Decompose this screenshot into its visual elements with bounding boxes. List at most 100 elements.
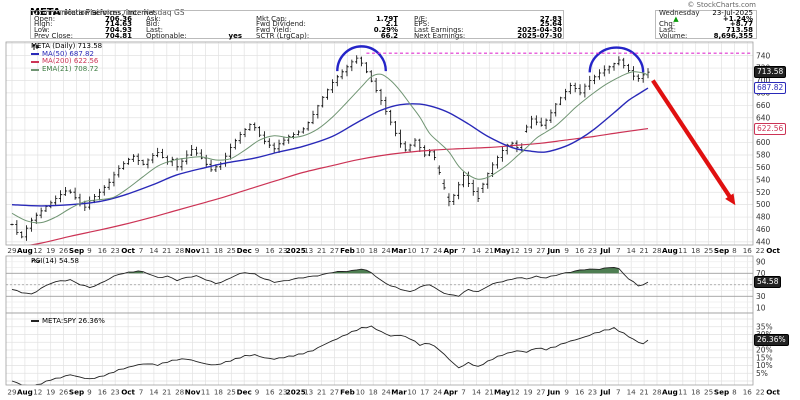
svg-text:540: 540 (756, 175, 771, 184)
rsi-label-text: RSI(14) 54.58 (31, 257, 80, 265)
svg-text:500: 500 (756, 200, 771, 209)
svg-text:10: 10 (356, 388, 366, 397)
svg-text:16: 16 (575, 388, 585, 397)
svg-text:19: 19 (523, 246, 533, 255)
last-earnings-value: 2025-04-30 (517, 26, 562, 35)
ratio-swatch (31, 320, 39, 322)
svg-text:700: 700 (756, 76, 771, 85)
svg-text:27: 27 (330, 388, 339, 397)
svg-text:16: 16 (743, 388, 753, 397)
ma50-line (11, 87, 649, 207)
legend-ema21: EMA(21) 708.72 (42, 64, 99, 73)
svg-text:11: 11 (678, 388, 687, 397)
sector-industry: Communication Services / Internet (34, 9, 156, 17)
svg-text:16: 16 (98, 388, 108, 397)
svg-text:560: 560 (756, 163, 771, 172)
svg-text:580: 580 (756, 151, 771, 160)
svg-text:16: 16 (265, 388, 275, 397)
chart-title: META Meta Platforms, Inc. Nasdaq GS (30, 0, 185, 18)
svg-text:Nov: Nov (185, 246, 201, 255)
svg-text:16: 16 (743, 246, 753, 255)
svg-text:27: 27 (536, 388, 545, 397)
svg-text:5%: 5% (756, 369, 768, 378)
svg-text:21: 21 (317, 246, 326, 255)
rsi-indicator-icon (31, 259, 41, 263)
svg-text:Jun: Jun (546, 246, 560, 255)
low-value: 704.93 (104, 26, 132, 35)
svg-text:14: 14 (149, 388, 159, 397)
chg-label: Chg: (659, 20, 676, 29)
legend-symbol: META (Daily) 713.58 (31, 42, 103, 50)
svg-text:28: 28 (175, 246, 185, 255)
svg-text:11: 11 (678, 246, 687, 255)
fwd-dividend-label: Fwd Dividend: (256, 20, 306, 29)
daily-change-box: Wednesday 23-Jul-2025 ▲ +1.24% Chg: +8.77 L… (655, 10, 757, 39)
svg-text:Oct: Oct (766, 388, 780, 397)
svg-text:16: 16 (265, 246, 275, 255)
high-label: High: (34, 20, 53, 29)
svg-text:26: 26 (59, 388, 69, 397)
svg-text:12: 12 (33, 388, 42, 397)
svg-text:Aug: Aug (17, 388, 33, 397)
svg-text:Sep: Sep (69, 246, 84, 255)
svg-text:Dec: Dec (237, 246, 252, 255)
svg-text:7: 7 (461, 388, 466, 397)
svg-text:13: 13 (304, 246, 313, 255)
ma200-swatch (31, 60, 39, 63)
svg-text:660: 660 (756, 101, 771, 110)
svg-text:Apr: Apr (443, 388, 458, 397)
price-panel (10, 55, 650, 245)
svg-text:460: 460 (756, 225, 771, 234)
grid-layer (6, 42, 753, 385)
svg-text:Apr: Apr (443, 246, 458, 255)
svg-text:2025: 2025 (286, 246, 306, 255)
svg-text:35%: 35% (756, 322, 773, 331)
ratio-panel-label: META:SPY 26.36% (31, 317, 105, 325)
ask-label: Ask: (146, 14, 161, 23)
svg-text:25: 25 (227, 388, 236, 397)
svg-text:23: 23 (278, 246, 287, 255)
svg-text:19: 19 (523, 388, 533, 397)
ma50-axis-box: 687.82 (754, 82, 787, 94)
svg-text:22: 22 (756, 246, 765, 255)
svg-text:16: 16 (575, 246, 585, 255)
next-earnings-label: Next Earnings: (414, 31, 466, 40)
svg-text:21: 21 (162, 246, 171, 255)
svg-text:17: 17 (420, 388, 429, 397)
main-chart-legend: META (Daily) 713.58 MA(50) 687.82 MA(200… (31, 42, 103, 73)
svg-text:Oct: Oct (121, 246, 135, 255)
svg-text:10: 10 (756, 303, 766, 312)
rsi-line (11, 267, 649, 297)
svg-text:740: 740 (756, 51, 771, 60)
ma50-swatch (31, 53, 39, 56)
panel-borders (5, 41, 754, 386)
projection-arrow-head (725, 193, 736, 206)
ticker-symbol: META (30, 7, 61, 18)
svg-text:18: 18 (691, 388, 701, 397)
svg-text:10%: 10% (756, 361, 773, 370)
svg-text:16: 16 (98, 246, 108, 255)
svg-text:9: 9 (564, 388, 569, 397)
svg-text:Oct: Oct (121, 388, 135, 397)
svg-text:Jun: Jun (546, 388, 560, 397)
svg-text:27: 27 (536, 246, 545, 255)
svg-text:Aug: Aug (662, 388, 678, 397)
svg-text:Aug: Aug (17, 246, 33, 255)
svg-text:11: 11 (201, 246, 210, 255)
svg-text:25: 25 (704, 246, 713, 255)
svg-text:26: 26 (59, 246, 69, 255)
svg-text:18: 18 (369, 246, 379, 255)
last-price-label: Last: (659, 26, 676, 35)
open-value: 706.36 (104, 14, 132, 23)
rsi-panel (6, 267, 753, 297)
svg-text:600: 600 (756, 138, 771, 147)
copyright-note: © StockCharts.com (687, 1, 756, 9)
svg-text:7: 7 (139, 246, 144, 255)
svg-text:28: 28 (175, 388, 185, 397)
x-axis-labels: 2929AugAug121219192626SepSep9916162323Oc… (7, 246, 780, 397)
svg-text:21: 21 (162, 388, 171, 397)
svg-text:Nov: Nov (185, 388, 201, 397)
chg-value: +8.77 (729, 20, 753, 29)
axis-labels: 7407207006806606406005805605405205004804… (756, 51, 773, 378)
svg-text:13: 13 (304, 388, 313, 397)
